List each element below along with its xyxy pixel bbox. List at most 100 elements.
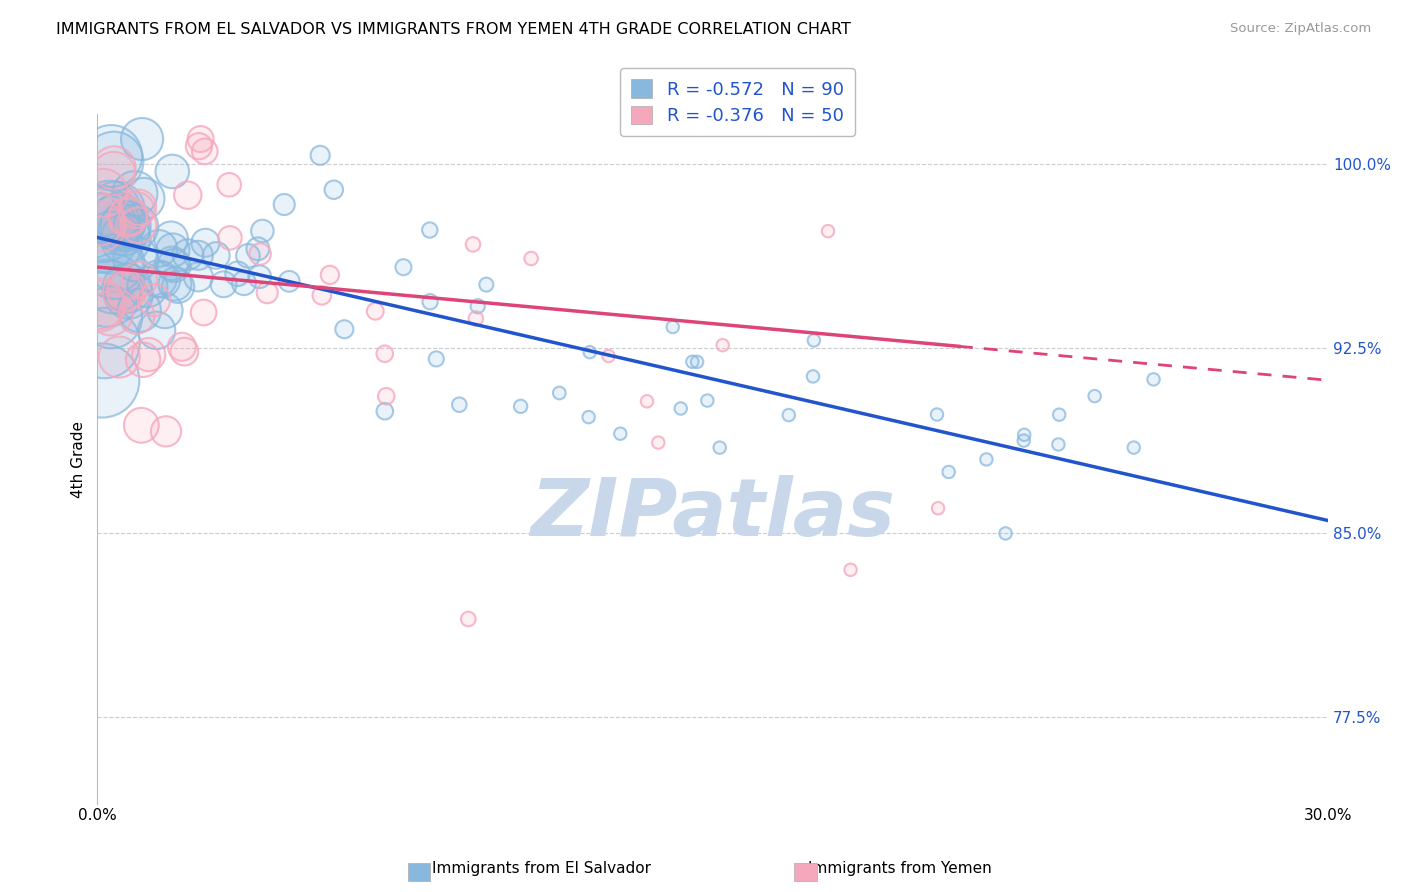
Point (155, 425, 177, 439)
Point (1142, 372, 1164, 386)
Point (89, 213, 111, 227)
Point (190, 132, 212, 146)
Point (309, 148, 332, 162)
Point (193, 305, 215, 319)
Point (598, 349, 620, 363)
Point (374, 347, 396, 361)
Point (187, 269, 209, 284)
Point (125, 309, 148, 323)
Point (467, 299, 489, 313)
Point (93, 186, 115, 200)
Point (419, 223, 441, 237)
Point (103, 277, 125, 291)
Point (425, 351, 447, 366)
Point (226, 267, 249, 281)
Point (1122, 441, 1144, 455)
Point (107, 213, 129, 227)
Text: ZIPatlas: ZIPatlas (530, 475, 896, 553)
Point (115, 284, 138, 298)
Point (246, 242, 269, 256)
Point (125, 202, 148, 217)
Point (661, 320, 683, 334)
Point (457, 612, 479, 626)
Point (219, 231, 242, 245)
Point (938, 465, 960, 479)
Point (105, 203, 128, 218)
Point (1047, 408, 1070, 422)
Point (138, 348, 160, 362)
Point (167, 279, 190, 293)
Point (578, 345, 600, 359)
Point (89, 213, 111, 227)
Point (103, 277, 125, 291)
Point (115, 281, 138, 295)
Point (1012, 434, 1035, 448)
Point (578, 345, 600, 359)
Point (212, 277, 235, 292)
Point (100, 235, 122, 250)
Point (125, 309, 148, 323)
Point (128, 200, 150, 214)
Point (103, 154, 125, 169)
Point (162, 164, 184, 178)
Point (108, 350, 131, 364)
Point (232, 276, 254, 290)
Point (105, 216, 128, 230)
Point (150, 273, 173, 287)
Point (173, 344, 195, 359)
Point (839, 563, 862, 577)
Point (160, 231, 183, 245)
Point (103, 154, 125, 169)
Point (114, 232, 136, 246)
Point (90, 217, 112, 231)
Point (177, 188, 200, 202)
Point (131, 132, 153, 146)
Point (236, 249, 259, 263)
Point (1047, 437, 1070, 451)
Point (249, 247, 271, 261)
Point (925, 408, 948, 422)
Point (91, 374, 114, 388)
Point (125, 252, 148, 266)
Point (177, 247, 200, 261)
Point (578, 410, 600, 425)
Point (333, 322, 356, 336)
Point (162, 243, 184, 257)
Point (153, 303, 176, 318)
Point (128, 272, 150, 286)
Point (89, 299, 111, 313)
Point (93, 336, 115, 351)
Point (117, 211, 139, 225)
Point (994, 526, 1017, 541)
Point (364, 304, 387, 318)
Point (226, 267, 249, 281)
Point (104, 256, 127, 270)
Point (925, 408, 948, 422)
Point (105, 203, 128, 218)
Point (681, 355, 703, 369)
Point (1047, 437, 1070, 451)
Point (143, 293, 166, 307)
Point (647, 435, 669, 450)
Point (103, 262, 125, 277)
Point (194, 235, 217, 250)
Point (125, 219, 148, 234)
Point (461, 237, 484, 252)
Point (98, 205, 121, 219)
Point (177, 188, 200, 202)
Point (392, 260, 415, 275)
Point (128, 200, 150, 214)
Point (686, 355, 709, 369)
Point (100, 310, 122, 325)
Point (100, 149, 122, 163)
Point (103, 161, 125, 175)
Text: IMMIGRANTS FROM EL SALVADOR VS IMMIGRANTS FROM YEMEN 4TH GRADE CORRELATION CHART: IMMIGRANTS FROM EL SALVADOR VS IMMIGRANT… (56, 22, 851, 37)
Point (205, 248, 228, 262)
Point (89, 226, 111, 240)
Point (187, 139, 209, 153)
Point (817, 224, 839, 238)
Point (125, 202, 148, 217)
Point (107, 213, 129, 227)
Point (232, 276, 254, 290)
Point (150, 273, 173, 287)
